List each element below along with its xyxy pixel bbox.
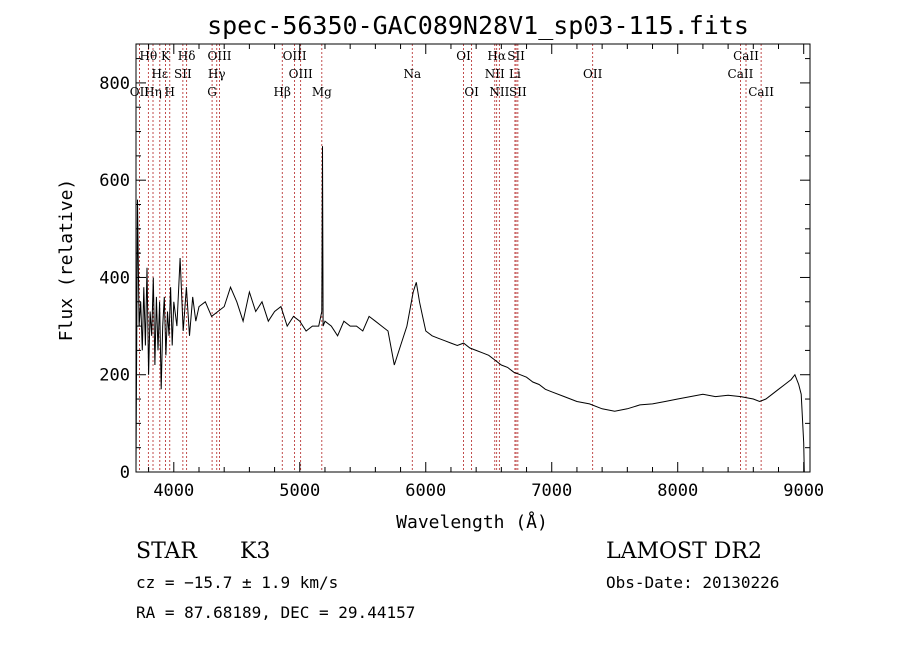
x-tick-label: 5000 bbox=[279, 481, 320, 501]
x-tick-label: 7000 bbox=[531, 481, 572, 501]
x-tick-label: 6000 bbox=[405, 481, 446, 501]
object-subclass: K3 bbox=[240, 539, 270, 564]
marker-label: K bbox=[161, 49, 171, 63]
marker-label: G bbox=[207, 85, 217, 99]
marker-label: OI bbox=[456, 49, 471, 63]
marker-label: Li bbox=[509, 67, 521, 81]
marker-label: Hβ bbox=[274, 85, 291, 99]
marker-label: NII bbox=[489, 85, 509, 99]
marker-label: Hε bbox=[151, 67, 168, 81]
marker-label: CaII bbox=[728, 67, 754, 81]
marker-label: Hη bbox=[144, 85, 162, 99]
y-tick-label: 0 bbox=[120, 463, 130, 483]
marker-label: Hα bbox=[487, 49, 506, 63]
marker-label: OIII bbox=[207, 49, 231, 63]
y-tick-label: 800 bbox=[99, 74, 130, 94]
x-axis-label: Wavelength (Å) bbox=[396, 511, 548, 533]
plot-frame bbox=[135, 43, 811, 473]
x-tick-label: 9000 bbox=[783, 481, 824, 501]
marker-label: OII bbox=[130, 85, 150, 99]
ra-dec: RA = 87.68189, DEC = 29.44157 bbox=[136, 603, 415, 622]
marker-label: CaII bbox=[748, 85, 774, 99]
x-tick-label: 8000 bbox=[657, 481, 698, 501]
spectrum-line bbox=[135, 146, 805, 473]
marker-label: OIII bbox=[289, 67, 313, 81]
marker-label: SII bbox=[509, 85, 527, 99]
marker-label: NII bbox=[485, 67, 505, 81]
marker-label: Hδ bbox=[178, 49, 196, 63]
marker-label: Na bbox=[403, 67, 421, 81]
y-axis-ticks: 0 200 400 600 800 bbox=[99, 58, 810, 483]
marker-label: SII bbox=[507, 49, 525, 63]
marker-label: SII bbox=[174, 67, 192, 81]
x-tick-label: 4000 bbox=[153, 481, 194, 501]
marker-label: OI bbox=[464, 85, 479, 99]
y-tick-label: 600 bbox=[99, 171, 130, 191]
survey-name: LAMOST DR2 bbox=[606, 539, 762, 564]
spectral-line-markers bbox=[139, 44, 762, 472]
object-class: STAR bbox=[136, 539, 198, 564]
x-axis-ticks: 4000 5000 6000 7000 8000 9000 bbox=[148, 44, 824, 501]
marker-label: OII bbox=[583, 67, 603, 81]
marker-label: Hγ bbox=[208, 67, 226, 81]
marker-label: Hθ bbox=[139, 49, 157, 63]
y-axis-label: Flux (relative) bbox=[56, 179, 77, 342]
observation-date: Obs-Date: 20130226 bbox=[606, 573, 779, 592]
marker-label: H bbox=[165, 85, 175, 99]
marker-label: CaII bbox=[733, 49, 759, 63]
redshift-cz: cz = −15.7 ± 1.9 km/s bbox=[136, 573, 338, 592]
marker-label: Mg bbox=[312, 85, 332, 99]
chart-title: spec-56350-GAC089N28V1_sp03-115.fits bbox=[207, 11, 749, 40]
y-tick-label: 400 bbox=[99, 268, 130, 288]
marker-label: OIII bbox=[283, 49, 307, 63]
y-tick-label: 200 bbox=[99, 366, 130, 386]
